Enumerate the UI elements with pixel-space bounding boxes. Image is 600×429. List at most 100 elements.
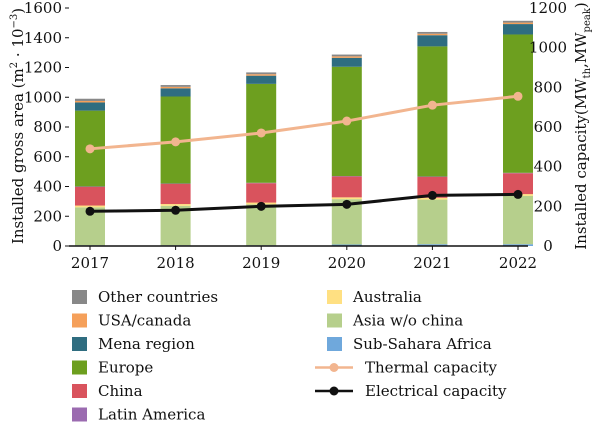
y2-tick-label: 200 — [534, 197, 563, 215]
legend-marker — [330, 387, 339, 396]
y-axis-title-sup2: −3 — [9, 14, 20, 29]
y2-axis-title-sub2: peak — [582, 7, 593, 32]
y-axis-title: Installed gross area (m2 · 10−3) — [9, 8, 27, 244]
bar-other-countries-2020 — [332, 55, 362, 57]
bar-china-2019 — [246, 183, 276, 202]
legend-label: Latin America — [98, 406, 205, 424]
y-tick-label: 200 — [33, 207, 62, 225]
bar-europe-2021 — [417, 46, 447, 176]
y2-axis-title: Installed capacity(MWth,MWpeak) — [572, 2, 593, 250]
bar-usa-canada-2018 — [161, 87, 191, 88]
legend-swatch — [327, 314, 342, 328]
legend-item-europe: Europe — [72, 359, 153, 377]
legend-label: Asia w/o china — [352, 312, 463, 330]
legend-label: Mena region — [98, 335, 195, 353]
bar-australia-2020 — [332, 197, 362, 199]
point-thermal-capacity-2021 — [428, 101, 437, 110]
y-tick-label: 0 — [52, 237, 62, 255]
point-electrical-capacity-2022 — [514, 190, 523, 199]
legend-item-other-countries: Other countries — [72, 288, 218, 306]
bar-other-countries-2018 — [161, 85, 191, 87]
y2-axis-title-sub1: th — [582, 67, 593, 78]
legend-swatch — [72, 290, 87, 304]
y-tick-label: 400 — [33, 178, 62, 196]
point-thermal-capacity-2020 — [342, 117, 351, 126]
legend: Other countries USA/canada Mena region Euro… — [72, 288, 507, 424]
point-electrical-capacity-2020 — [342, 200, 351, 209]
legend-swatch — [72, 384, 87, 398]
legend-swatch — [72, 361, 87, 375]
x-tick-label: 2019 — [242, 254, 280, 272]
bar-mena-region-2018 — [161, 88, 191, 96]
bar-usa-canada-2019 — [246, 74, 276, 75]
legend-swatch — [327, 337, 342, 351]
y-axis-title-mid: · 10 — [9, 28, 27, 61]
y2-tick-label: 1200 — [529, 0, 567, 17]
bar-usa-canada-2022 — [503, 23, 533, 24]
legend-label: Thermal capacity — [365, 359, 498, 377]
bar-china-2020 — [332, 177, 362, 198]
x-tick-label: 2021 — [413, 254, 451, 272]
y2-axis-title-mid: ,MW — [572, 32, 590, 68]
legend-label: Australia — [352, 288, 422, 306]
bar-mena-region-2022 — [503, 24, 533, 34]
x-tick-label: 2017 — [71, 254, 109, 272]
bar-other-countries-2022 — [503, 21, 533, 23]
bar-other-countries-2019 — [246, 72, 276, 74]
legend-item-sub-sahara-africa: Sub-Sahara Africa — [327, 335, 492, 353]
legend-item-usa-canada: USA/canada — [72, 312, 191, 330]
bar-china-2018 — [161, 184, 191, 204]
point-thermal-capacity-2019 — [257, 128, 266, 137]
y2-axis-title-main: Installed capacity(MW — [572, 78, 590, 250]
legend-label: USA/canada — [98, 312, 191, 330]
legend-label: Electrical capacity — [365, 382, 507, 400]
x-tick-label: 2020 — [328, 254, 366, 272]
y2-tick-label: 400 — [534, 158, 563, 176]
bar-asia-w-o-china-2021 — [417, 200, 447, 245]
x-tick-label: 2022 — [499, 254, 537, 272]
point-thermal-capacity-2022 — [514, 92, 523, 101]
legend-label: China — [98, 382, 143, 400]
y-tick-label: 1400 — [24, 29, 62, 47]
bar-usa-canada-2021 — [417, 34, 447, 35]
y-tick-label: 1600 — [24, 0, 62, 17]
bar-other-countries-2021 — [417, 32, 447, 34]
y2-tick-label: 0 — [543, 237, 553, 255]
point-electrical-capacity-2017 — [86, 207, 95, 216]
bar-usa-canada-2017 — [75, 101, 105, 102]
bar-asia-w-o-china-2022 — [503, 196, 533, 244]
legend-swatch — [72, 408, 87, 422]
y2-tick-label: 800 — [534, 78, 563, 96]
y2-tick-label: 1000 — [529, 39, 567, 57]
y2-tick-label: 600 — [534, 118, 563, 136]
y-axis-title-main: Installed gross area (m — [9, 68, 27, 244]
bar-mena-region-2017 — [75, 102, 105, 110]
bar-mena-region-2020 — [332, 58, 362, 67]
bar-mena-region-2021 — [417, 35, 447, 46]
legend-swatch — [327, 290, 342, 304]
legend-item-latin-america: Latin America — [72, 406, 205, 424]
legend-label: Europe — [98, 359, 153, 377]
y2-axis-title-end: ) — [572, 2, 590, 8]
line-electrical-capacity — [90, 194, 518, 211]
line-layer — [86, 92, 523, 216]
legend-swatch — [72, 314, 87, 328]
y-tick-label: 600 — [33, 148, 62, 166]
legend-swatch — [72, 337, 87, 351]
legend-item-electrical-capacity: Electrical capacity — [315, 382, 507, 400]
legend-item-mena-region: Mena region — [72, 335, 195, 353]
legend-marker — [330, 363, 339, 372]
point-electrical-capacity-2021 — [428, 191, 437, 200]
tick-labels-layer: 0 200 400 600 800 1000 1200 1400 1600 0 200 400 600 8… — [24, 0, 567, 272]
point-electrical-capacity-2019 — [257, 202, 266, 211]
bar-mena-region-2019 — [246, 76, 276, 84]
y-tick-label: 800 — [33, 118, 62, 136]
bar-australia-2018 — [161, 204, 191, 206]
line-thermal-capacity — [90, 96, 518, 149]
legend-item-china: China — [72, 382, 143, 400]
y-tick-label: 1200 — [24, 59, 62, 77]
y-axis-title-end: ) — [9, 8, 27, 14]
point-thermal-capacity-2018 — [171, 137, 180, 146]
